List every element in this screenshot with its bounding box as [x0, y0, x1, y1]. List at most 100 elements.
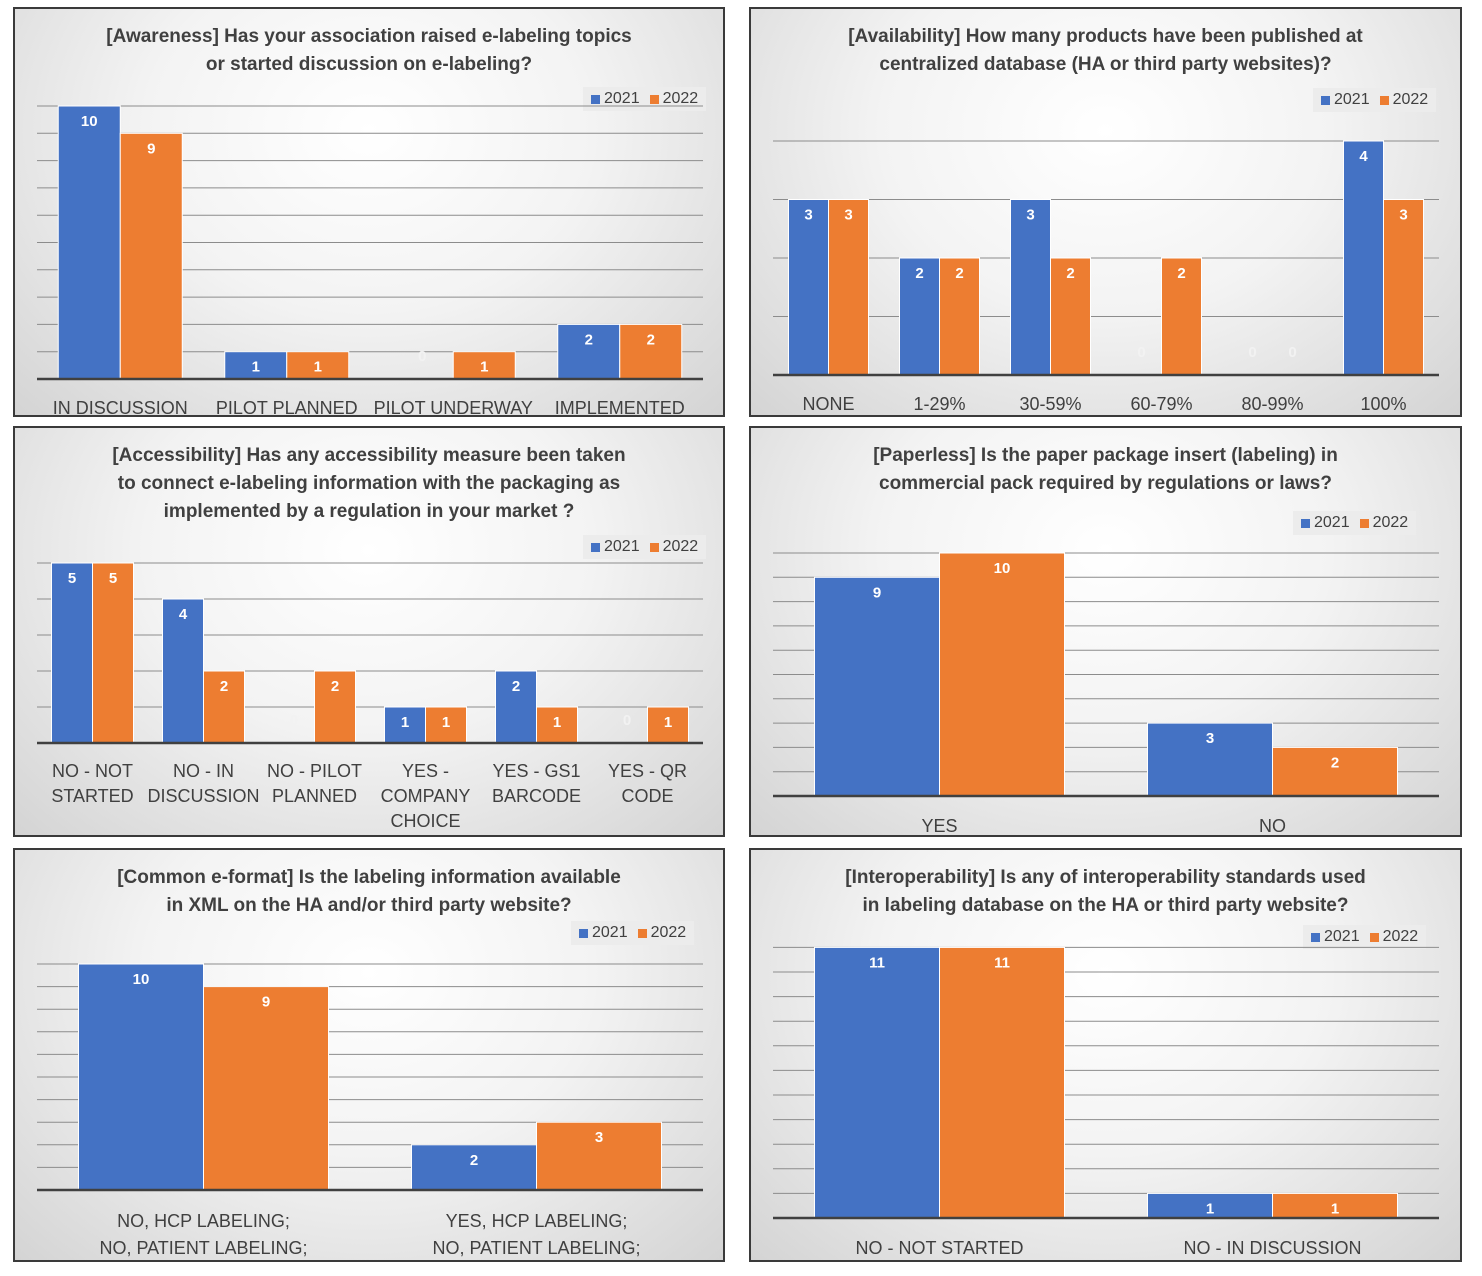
bar-2021: [1147, 722, 1273, 797]
category-label: NO: [1259, 816, 1286, 836]
category-label: YES: [921, 816, 957, 836]
data-label: 3: [804, 207, 812, 224]
bar-2022: [828, 199, 869, 376]
bar-2022: [203, 670, 245, 744]
legend-item-2022: 2022: [1359, 514, 1408, 532]
bar-2022: [286, 351, 350, 380]
data-label: 1: [664, 714, 672, 731]
category-label: NO - IN: [173, 761, 234, 781]
data-label: 2: [220, 678, 228, 695]
accessibility-chart-plot: 5 5 NO - NOT STARTED 4 2 NO - IN DISCUSSION 0 2 NO…: [37, 562, 703, 831]
data-label: 1: [553, 714, 561, 731]
data-label: 0: [290, 712, 298, 729]
category-label: NO - NOT: [52, 761, 133, 781]
category-label: YES - QR: [608, 761, 687, 781]
legend-label-2022: 2022: [662, 538, 699, 555]
bar-2022: [1161, 257, 1202, 376]
legend-item-2021: 2021: [579, 924, 628, 942]
legend-item-2021: 2021: [1321, 91, 1370, 109]
data-label: 0: [418, 348, 426, 365]
bar-2021: [899, 257, 940, 376]
data-label: 3: [1026, 207, 1034, 224]
common-eformat-chart-panel: [Common e-format] Is the labeling inform…: [13, 848, 725, 1262]
bar-2021: [814, 946, 940, 1219]
data-label: 2: [915, 265, 923, 282]
chart-title: [Accessibility] Has any accessibility me…: [112, 445, 626, 522]
category-label: CODE: [621, 786, 673, 806]
data-label: 2: [647, 331, 655, 348]
chart-title: [Paperless] Is the paper package insert …: [873, 445, 1338, 494]
data-label: 0: [1137, 344, 1145, 361]
legend-item-2022: 2022: [1379, 91, 1429, 109]
legend-swatch-2021: [591, 94, 600, 104]
category-label: 1-29%: [913, 394, 965, 414]
chart-legend: 2021 2022: [1293, 511, 1417, 535]
legend-item-2021: 2021: [1311, 928, 1360, 946]
category-label: IN DISCUSSION: [53, 398, 188, 417]
bar-2022: [203, 986, 329, 1191]
data-label: 1: [1331, 1200, 1339, 1217]
chart-legend: 2021 2022: [583, 535, 707, 559]
awareness-chart-panel: [Awareness] Has your association raised …: [13, 7, 725, 417]
category-label: DISCUSSION: [147, 786, 259, 806]
data-label: 1: [401, 714, 409, 731]
category-label: NO - NOT STARTED: [855, 1238, 1023, 1258]
category-label: PILOT UNDERWAY: [374, 398, 533, 417]
category-label: 80-99%: [1241, 394, 1303, 414]
data-label: 10: [81, 113, 98, 130]
category-label: NO - PILOT: [267, 761, 362, 781]
legend-item-2022: 2022: [637, 924, 686, 942]
chart-legend: 2021 2022: [1313, 88, 1437, 112]
data-label: 2: [1331, 754, 1339, 771]
bar-2022: [536, 706, 578, 744]
category-label: IMPLEMENTED: [555, 398, 685, 417]
data-label: 1: [480, 359, 488, 376]
common-eformat-chart-plot: 10 9 NO, HCP LABELING; NO, PATIENT LABELING…: [37, 963, 703, 1258]
bar-2021: [814, 576, 940, 797]
legend-swatch-2022: [649, 94, 659, 104]
bar-2022: [1272, 1192, 1398, 1219]
bar-2022: [939, 257, 980, 376]
chart-title: [Availability] How many products have be…: [848, 26, 1363, 75]
data-label: 3: [595, 1129, 603, 1146]
data-label: 1: [252, 359, 260, 376]
legend-label-2021: 2021: [604, 90, 640, 107]
legend-label-2021: 2021: [592, 924, 628, 941]
category-label: STARTED: [51, 786, 133, 806]
bar-2021: [51, 562, 93, 744]
bar-2022: [452, 351, 516, 380]
availability-chart-panel: [Availability] How many products have be…: [749, 7, 1462, 417]
category-label: PLANNED: [272, 786, 357, 806]
chart-legend: 2021 2022: [1303, 925, 1427, 949]
category-label: YES -: [402, 761, 449, 781]
bar-2021: [78, 963, 204, 1191]
data-label: 2: [585, 331, 593, 348]
bar-2021: [788, 199, 829, 376]
data-label: 2: [470, 1152, 478, 1169]
legend-swatch-2021: [579, 928, 588, 938]
bar-2022: [647, 706, 689, 744]
legend-label-2022: 2022: [1382, 928, 1419, 945]
data-label: 5: [109, 570, 117, 587]
legend-swatch-2021: [1321, 95, 1330, 105]
legend-item-2022: 2022: [649, 538, 699, 556]
category-label: NO, HCP LABELING;: [117, 1211, 290, 1231]
bar-2021: [557, 323, 621, 380]
data-label: 4: [179, 606, 188, 623]
legend-swatch-2022: [1369, 932, 1379, 942]
legend-label-2022: 2022: [1392, 91, 1429, 108]
category-label: NO, PATIENT LABELING;: [99, 1238, 307, 1258]
category-label: 60-79%: [1130, 394, 1192, 414]
data-label: 1: [314, 359, 322, 376]
category-label: 100%: [1360, 394, 1406, 414]
category-label: PILOT PLANNED: [216, 398, 358, 417]
legend-label-2021: 2021: [1334, 91, 1370, 108]
data-label: 2: [1066, 265, 1074, 282]
chart-title: [Common e-format] Is the labeling inform…: [117, 867, 621, 916]
awareness-chart-plot: 10 9 IN DISCUSSION 1 1 PILOT PLANNED 0 1 PILOT U…: [37, 105, 703, 417]
data-label: 2: [512, 678, 520, 695]
legend-item-2021: 2021: [1301, 514, 1350, 532]
data-label: 11: [994, 954, 1010, 971]
data-label: 1: [442, 714, 450, 731]
bar-2021: [1010, 199, 1051, 376]
